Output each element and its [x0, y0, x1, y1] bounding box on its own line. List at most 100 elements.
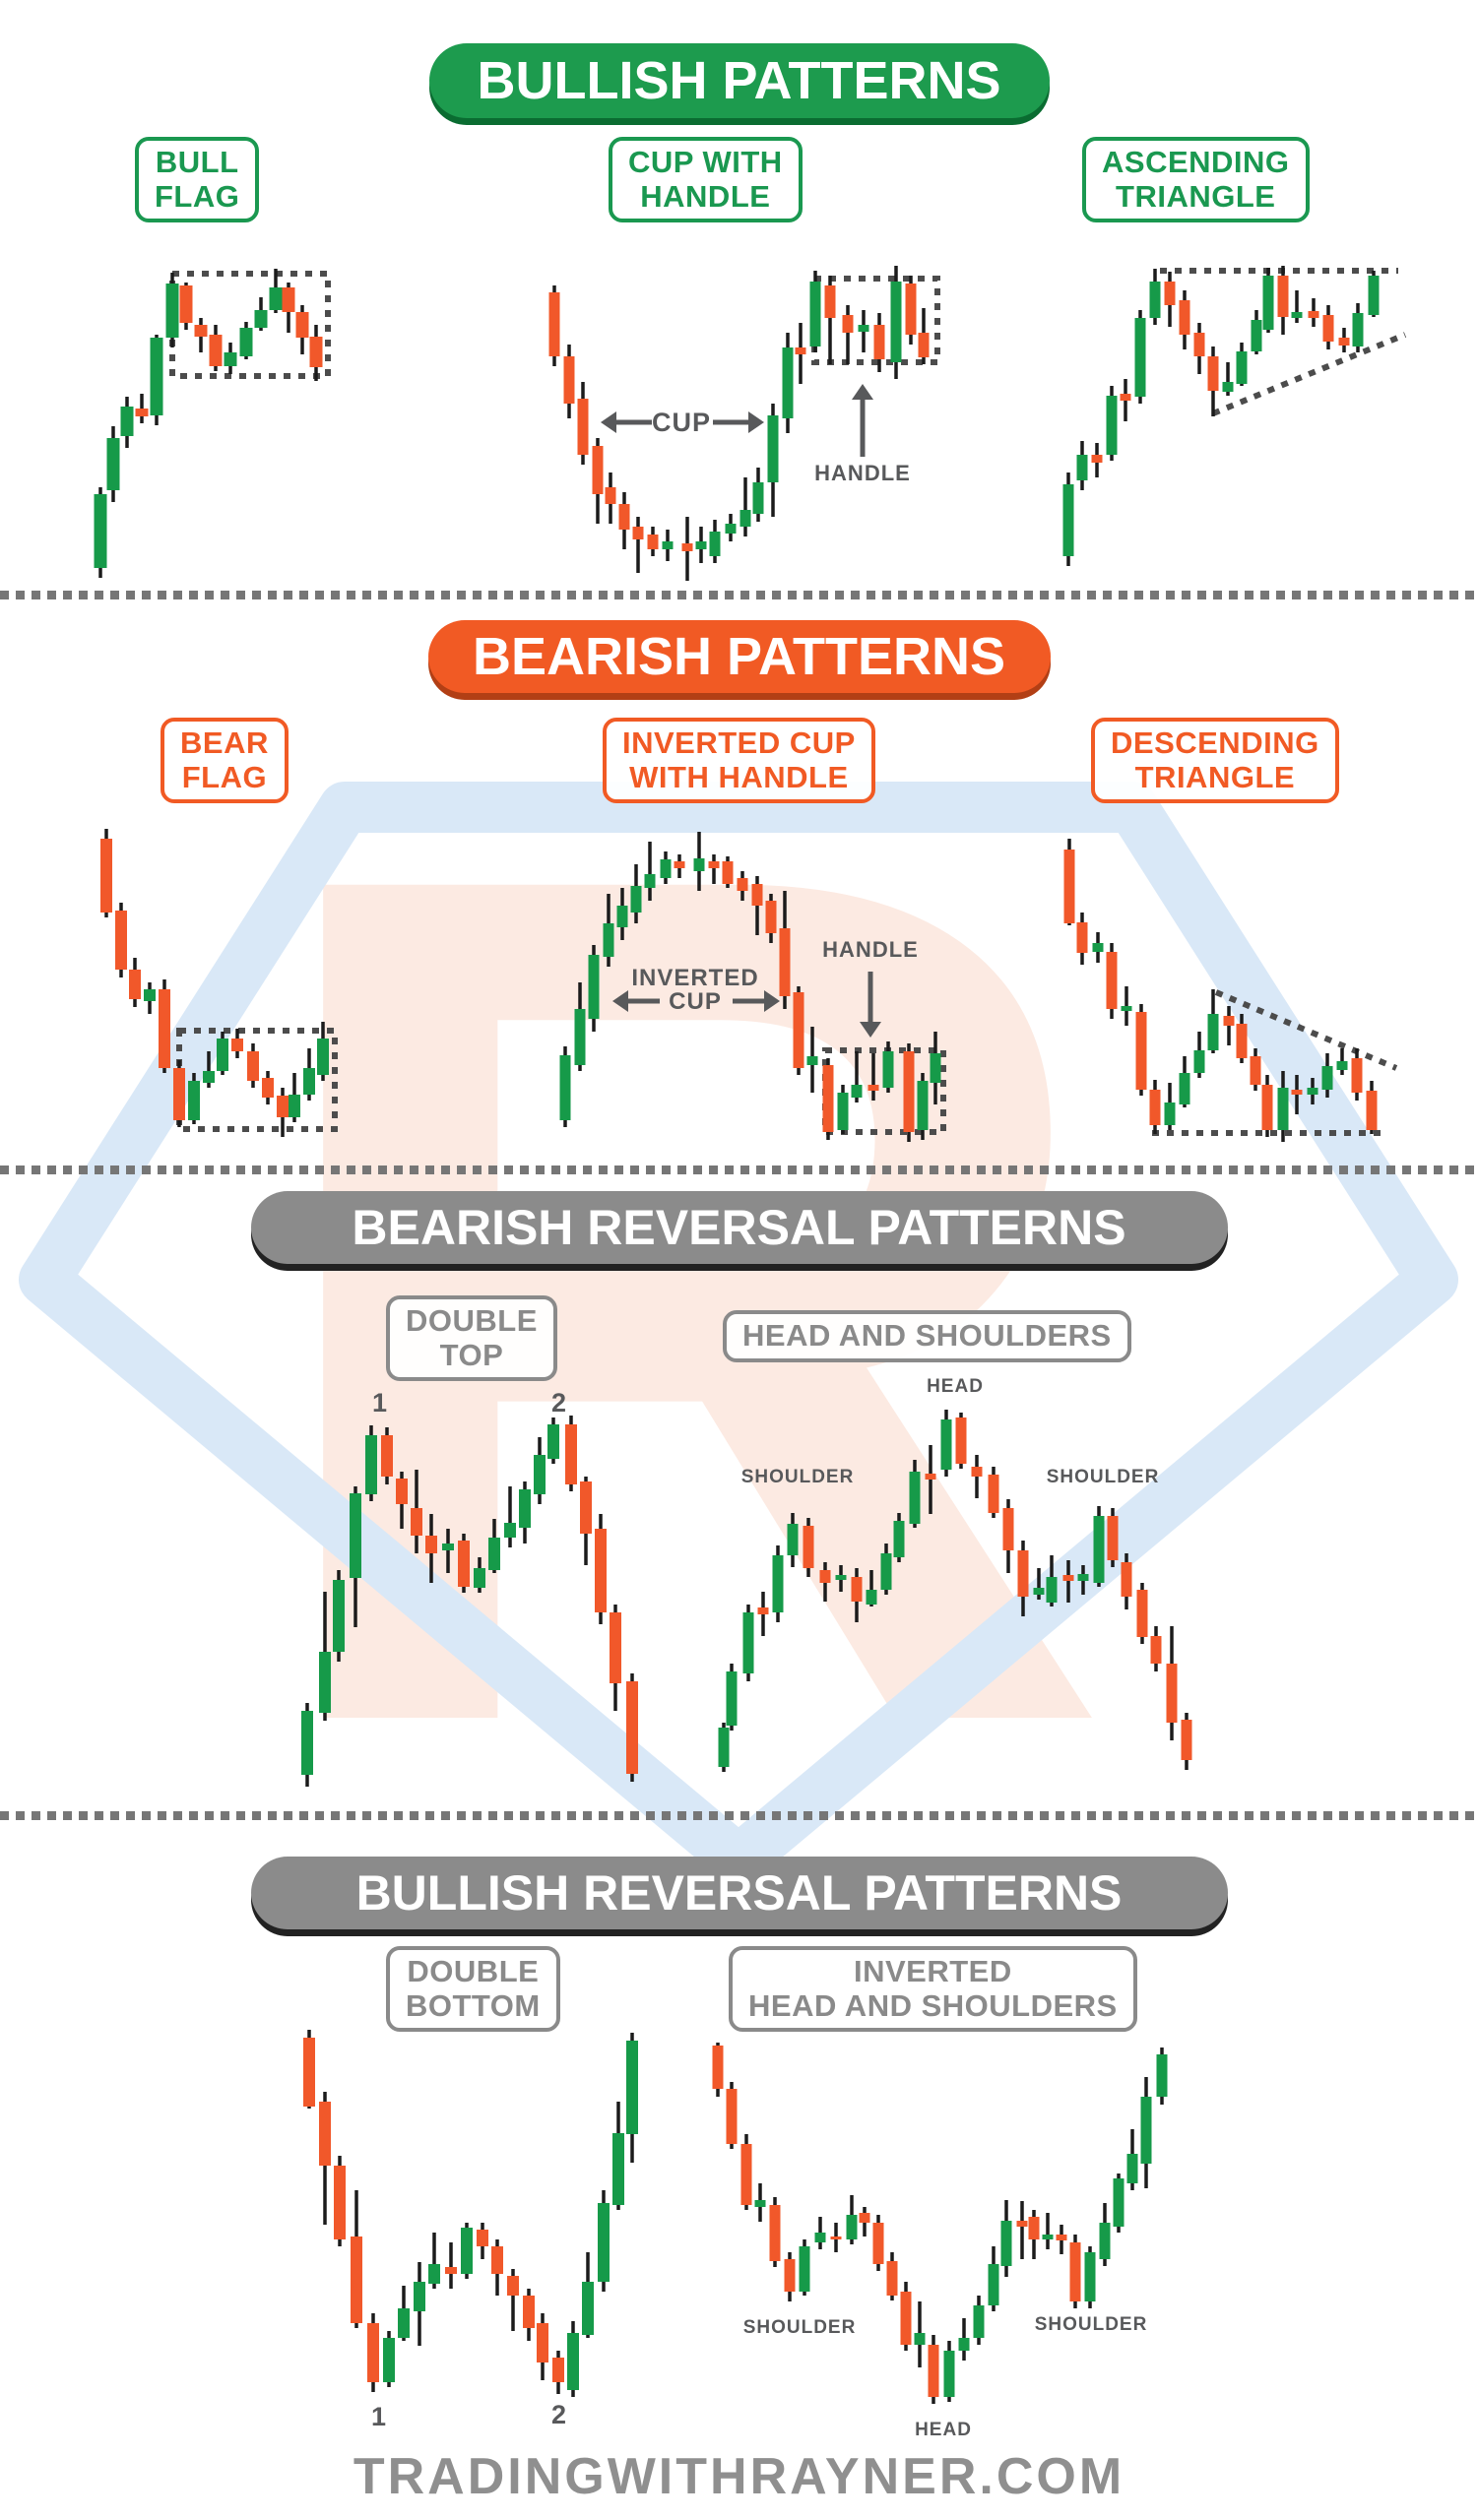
bullish-candle [988, 2264, 999, 2305]
pattern-label-cup-with-handle: CUP WITH HANDLE [609, 137, 803, 223]
bullish-candle [880, 1553, 892, 1590]
bearish-candle [681, 543, 693, 551]
bullish-candle [754, 2200, 766, 2207]
bullish-candle [1000, 2221, 1012, 2266]
bullish-candle [239, 328, 253, 356]
website-footer: TRADINGWITHRAYNER.COM [353, 2448, 1125, 2505]
pattern-label-descending-triangle: DESCENDING TRIANGLE [1091, 718, 1339, 804]
bearish-candle [925, 1474, 936, 1480]
bearish-candle [618, 504, 630, 530]
bullish-candle [837, 1093, 849, 1130]
bullish-candle [709, 532, 721, 556]
bearish-candle [1149, 1090, 1161, 1125]
bullish-candle [726, 1671, 738, 1726]
bullish-candle [574, 1009, 586, 1065]
bearish-candle [1179, 300, 1190, 335]
bearish-candle [563, 356, 575, 404]
chart-annotation-text: CUP [669, 988, 722, 1015]
bearish-candle [674, 861, 685, 868]
bearish-candle [971, 1467, 983, 1477]
bullish-candle [504, 1523, 516, 1538]
bullish-candle [630, 886, 642, 913]
section-divider [0, 1811, 1478, 1820]
bearish-candle [1107, 1516, 1119, 1560]
bullish-candle [742, 1612, 754, 1673]
dotted-trendline [1211, 332, 1407, 416]
bearish-candle [918, 333, 930, 357]
bearish-candle [595, 1529, 607, 1612]
bullish-candle [787, 1524, 799, 1555]
bearish-candle [100, 839, 112, 913]
bearish-candle [905, 284, 917, 335]
bearish-candle [708, 861, 720, 868]
bearish-candle [822, 1065, 834, 1132]
chart-bear-flag [100, 829, 338, 1137]
watermark-diamond-outline [19, 782, 1458, 1886]
bullish-candle [846, 2215, 858, 2239]
bearish-candle [1261, 1085, 1273, 1130]
bearish-candle [712, 2046, 724, 2089]
bearish-candle [903, 1051, 915, 1132]
chart-annotation-text: SHOULDER [743, 2317, 857, 2338]
bullish-candle [1321, 1066, 1333, 1090]
annotation-arrowhead [612, 990, 628, 1012]
bullish-candle [398, 2308, 410, 2338]
bearish-candle [900, 2292, 912, 2345]
bearish-candle [1135, 1012, 1147, 1090]
bearish-candle [411, 1508, 422, 1536]
bearish-candle [605, 487, 616, 504]
bearish-candle [1338, 338, 1350, 346]
bearish-candle [1016, 2221, 1028, 2227]
section-banner-bearish-reversal: BEARISH REVERSAL PATTERNS [250, 1191, 1228, 1264]
bearish-candle [231, 1039, 243, 1051]
bearish-candle [1121, 1562, 1132, 1597]
bearish-candle [262, 1078, 274, 1098]
bullish-candle [1149, 282, 1161, 318]
bearish-candle [795, 347, 806, 354]
bullish-candle [474, 1568, 485, 1588]
chart-annotation-text: 1 [372, 1388, 388, 1418]
bullish-candle [851, 1085, 863, 1098]
bearish-candle [179, 285, 193, 323]
pattern-label-inverted-head-and-shoulders: INVERTED HEAD AND SHOULDERS [729, 1946, 1137, 2033]
annotation-arrowhead [764, 990, 780, 1012]
bullish-candle [718, 1728, 730, 1767]
bearish-candle [159, 989, 170, 1068]
section-banner-bullish: BULLISH PATTERNS [428, 43, 1050, 118]
bullish-candle [488, 1538, 500, 1570]
bearish-candle [592, 446, 604, 494]
bullish-candle [1093, 1516, 1105, 1583]
bearish-candle [209, 335, 223, 366]
bearish-candle [726, 2089, 738, 2144]
bearish-candle [277, 1096, 289, 1117]
bullish-candle [1193, 1050, 1205, 1073]
bearish-candle [988, 1475, 999, 1513]
annotation-arrowhead [601, 411, 616, 433]
bearish-candle [859, 2213, 870, 2223]
bearish-candle [626, 1681, 638, 1774]
bearish-candle [115, 911, 127, 970]
bearish-candle [1150, 1636, 1162, 1664]
bearish-candle [507, 2276, 519, 2296]
bearish-candle [872, 2223, 884, 2264]
chart-head-and-shoulders: SHOULDER HEAD SHOULDER [718, 1376, 1192, 1772]
chart-annotation-text: HANDLE [822, 937, 919, 962]
bearish-candle [1120, 394, 1131, 401]
chart-annotation-text: CUP [652, 408, 711, 437]
chart-annotation-text: INVERTED [631, 965, 758, 991]
bearish-candle [282, 287, 295, 312]
chart-annotation-text: SHOULDER [741, 1467, 855, 1487]
bearish-candle [477, 2230, 488, 2246]
bullish-candle [333, 1580, 345, 1652]
bullish-candle [317, 1039, 329, 1075]
bullish-candle [1126, 2154, 1138, 2183]
bullish-candle [752, 482, 764, 514]
watermark-letter: R [242, 622, 1117, 1975]
bearish-candle [396, 1479, 408, 1504]
bullish-candle [814, 2233, 826, 2242]
bearish-candle [580, 1481, 592, 1534]
bullish-candle [519, 1489, 531, 1528]
bullish-candle [534, 1455, 546, 1494]
bullish-candle [1134, 318, 1146, 397]
bullish-candle [890, 282, 902, 362]
